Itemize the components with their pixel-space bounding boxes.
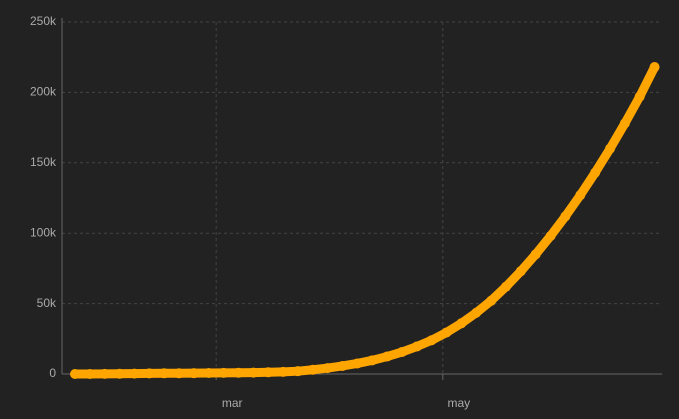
point (530, 249, 541, 260)
point (248, 367, 259, 378)
point (441, 327, 452, 338)
point (367, 355, 378, 366)
point (456, 318, 467, 329)
point (545, 231, 556, 242)
y-tick-label: 250k (30, 14, 57, 28)
point (590, 167, 601, 178)
y-tick-label: 200k (30, 85, 57, 99)
y-tick-label: 100k (30, 225, 57, 239)
point (619, 118, 630, 129)
point (203, 368, 214, 379)
point (70, 369, 81, 379)
point (159, 368, 170, 379)
point (500, 281, 511, 292)
point (188, 368, 199, 379)
point (471, 307, 482, 318)
x-tick-label: mar (222, 396, 243, 410)
point (604, 143, 615, 154)
point (218, 367, 229, 378)
point (382, 351, 393, 362)
point (396, 347, 407, 358)
point (486, 295, 497, 306)
point (515, 266, 526, 277)
point (174, 368, 185, 379)
point (99, 368, 110, 379)
point (560, 211, 571, 222)
point (634, 91, 645, 102)
point (322, 363, 333, 374)
y-tick-label: 0 (49, 366, 56, 380)
y-tick-label: 150k (30, 155, 57, 169)
point (426, 335, 437, 346)
point (292, 366, 303, 377)
point (352, 358, 363, 369)
point (114, 368, 125, 379)
point (575, 190, 586, 201)
point (144, 368, 155, 379)
point (263, 367, 274, 378)
point (278, 366, 289, 377)
point (337, 360, 348, 371)
point (411, 341, 422, 352)
x-tick-label: may (447, 396, 470, 410)
point (129, 368, 140, 379)
series-line (70, 62, 660, 379)
point (649, 62, 660, 73)
point (84, 369, 95, 379)
point (233, 367, 244, 378)
point (307, 364, 318, 375)
y-tick-label: 50k (37, 296, 57, 310)
